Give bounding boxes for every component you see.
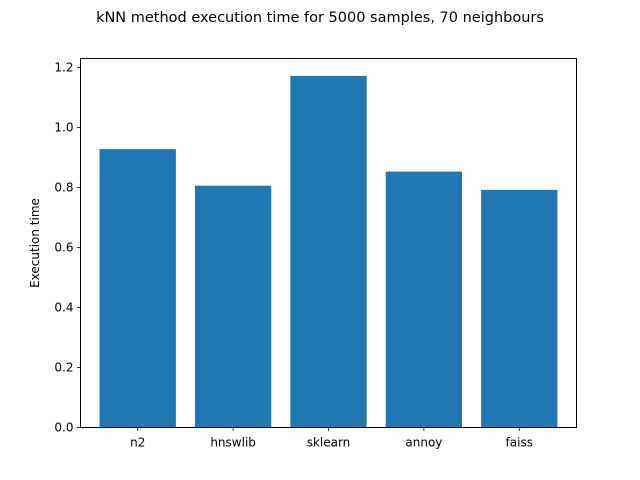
bars-group bbox=[99, 75, 558, 428]
bar-faiss bbox=[481, 189, 558, 428]
y-tick-label: 0.0 bbox=[54, 421, 73, 435]
x-tick-label: annoy bbox=[405, 436, 442, 450]
x-tick-label: sklearn bbox=[307, 436, 351, 450]
y-tick-label: 0.6 bbox=[54, 241, 73, 255]
x-tick-label: hnswlib bbox=[210, 436, 256, 450]
x-tick-label: n2 bbox=[130, 436, 145, 450]
x-tick-label: faiss bbox=[506, 436, 533, 450]
bar-n2 bbox=[99, 149, 176, 428]
y-axis-label: Execution time bbox=[28, 198, 42, 288]
y-tick-label: 0.8 bbox=[54, 181, 73, 195]
plot-frame bbox=[80, 58, 577, 428]
bar-sklearn bbox=[290, 75, 367, 428]
bar-annoy bbox=[385, 171, 463, 428]
y-tick-label: 0.4 bbox=[54, 301, 73, 315]
y-tick-label: 1.2 bbox=[54, 61, 73, 75]
x-axis-ticks: n2 hnswlib sklearn annoy faiss bbox=[130, 427, 533, 450]
chart-title: kNN method execution time for 5000 sampl… bbox=[96, 10, 544, 26]
y-tick-label: 1.0 bbox=[54, 121, 73, 135]
bar-hnswlib bbox=[194, 185, 272, 428]
y-tick-label: 0.2 bbox=[54, 361, 73, 375]
y-axis-ticks: 0.0 0.2 0.4 0.6 0.8 1.0 1.2 bbox=[54, 61, 81, 435]
